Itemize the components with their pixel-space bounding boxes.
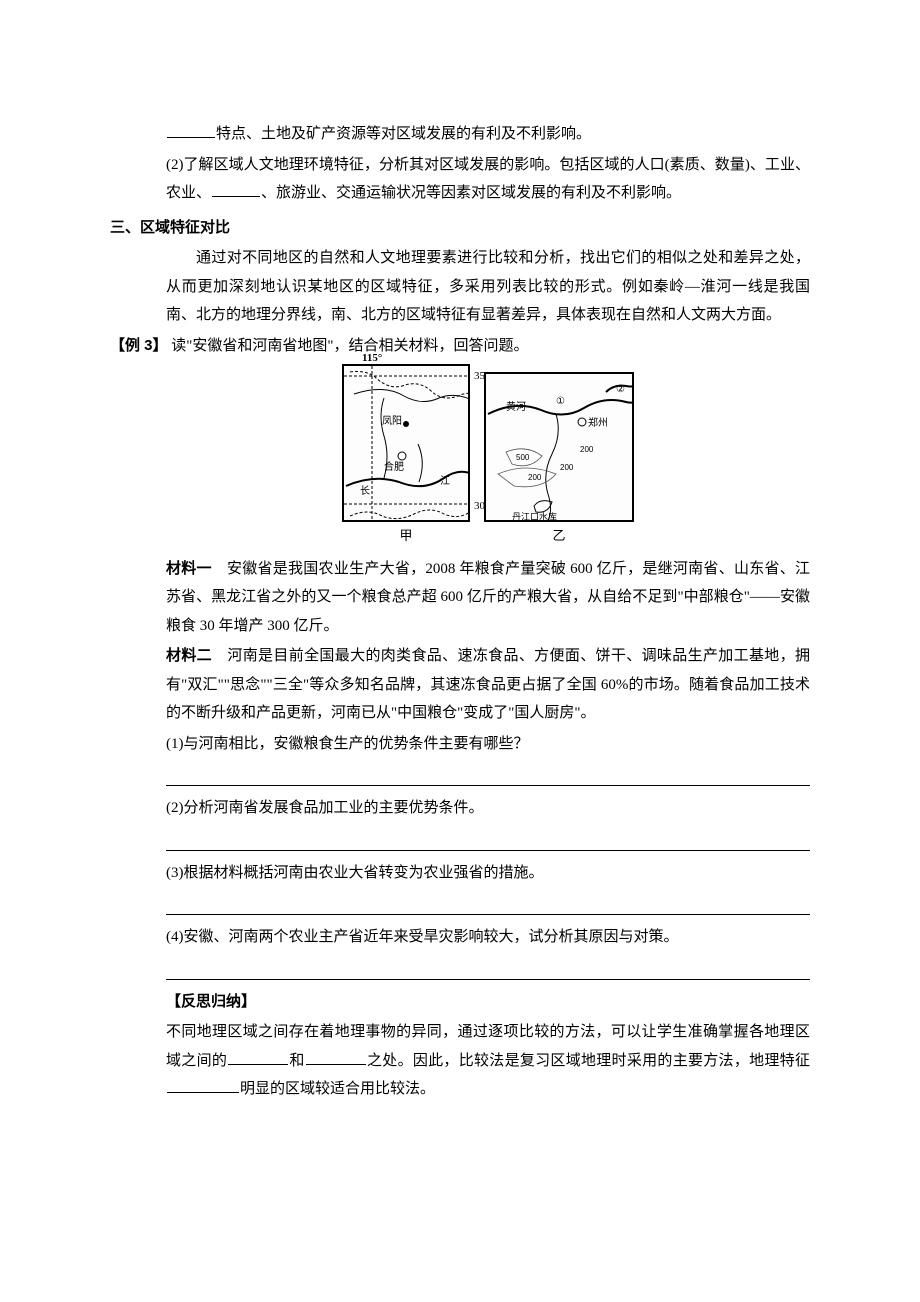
map-right-caption: 乙 [484, 524, 634, 549]
blank-reflect-3[interactable] [167, 1078, 239, 1093]
trib-2 [418, 444, 422, 482]
map-henan: 黄河 郑州 ① ② 500 200 200 200 [484, 372, 634, 522]
map-figure: 115° 35° 30° [166, 364, 810, 549]
question-3: (3)根据材料概括河南由农业大省转变为农业强省的措施。 [166, 859, 810, 888]
reservoir-label: 丹江口水库 [512, 511, 557, 522]
blank-intro-2[interactable] [212, 182, 260, 197]
question-1: (1)与河南相比，安徽粮食生产的优势条件主要有哪些？ [166, 730, 810, 759]
section-3-body: 通过对不同地区的自然和人文地理要素进行比较和分析，找出它们的相似之处和差异之处，… [166, 244, 810, 330]
answer-line-2[interactable] [166, 829, 810, 851]
contour-2 [498, 468, 556, 487]
intro-line-2: (2)了解区域人文地理环境特征，分析其对区域发展的影响。包括区域的人口(素质、数… [166, 151, 810, 208]
reflection-title: 【反思归纳】 [166, 988, 810, 1017]
map-anhui: 凤阳 合肥 长 江 [342, 364, 470, 522]
reflect-c: 之处。因此，比较法是复习区域地理时采用的主要方法，地理特征 [367, 1053, 810, 1069]
material-1-label: 材料一 [166, 560, 212, 577]
reflection-body: 不同地理区域之间存在着地理事物的异同，通过逐项比较的方法，可以让学生准确掌握各地… [166, 1018, 810, 1104]
yangtze-char-1: 长 [360, 485, 370, 497]
blank-reflect-2[interactable] [306, 1050, 366, 1065]
answer-line-1[interactable] [166, 764, 810, 786]
map-anhui-svg: 凤阳 合肥 长 江 [344, 366, 470, 522]
prov-border-n [350, 372, 470, 399]
question-4: (4)安徽、河南两个农业主产省近年来受旱灾影响较大，试分析其原因与对策。 [166, 923, 810, 952]
marker-2: ② [616, 384, 625, 395]
example-3-line: 【例 3】 读"安徽省和河南省地图"，结合相关材料，回答问题。 [110, 332, 810, 361]
yangtze-river [346, 472, 470, 486]
answer-line-4[interactable] [166, 958, 810, 980]
city-fengyang-dot [403, 421, 409, 427]
yellow-river-label: 黄河 [506, 400, 526, 413]
reflect-d: 明显的区域较适合用比较法。 [240, 1081, 435, 1097]
question-2: (2)分析河南省发展食品加工业的主要优势条件。 [166, 794, 810, 823]
marker-1: ① [556, 396, 565, 407]
example-3-label: 【例 3】 [110, 337, 168, 354]
answer-line-3[interactable] [166, 893, 810, 915]
reflect-b: 和 [289, 1053, 305, 1069]
city-fengyang-label: 凤阳 [382, 415, 402, 427]
material-2-label: 材料二 [166, 647, 212, 664]
contour-200c: 200 [580, 445, 594, 454]
section-3-title: 三、区域特征对比 [110, 214, 810, 243]
city-zhengzhou-dot [578, 418, 586, 426]
blank-intro-1[interactable] [167, 123, 215, 138]
intro-line-1: 特点、土地及矿产资源等对区域发展的有利及不利影响。 [166, 120, 810, 149]
reservoir [534, 501, 552, 513]
canal-line [546, 414, 559, 522]
material-2: 材料二 河南是目前全国最大的肉类食品、速冻食品、方便面、饼干、调味品生产加工基地… [166, 642, 810, 728]
city-zhengzhou-label: 郑州 [588, 416, 608, 429]
city-hefei-label: 合肥 [384, 460, 404, 473]
map-henan-svg: 黄河 郑州 ① ② 500 200 200 200 [486, 374, 634, 522]
material-1-body: 安徽省是我国农业生产大省，2008 年粮食产量突破 600 亿斤，是继河南省、山… [166, 561, 810, 634]
material-2-body: 河南是目前全国最大的肉类食品、速冻食品、方便面、饼干、调味品生产加工基地，拥有"… [166, 648, 810, 721]
contour-200a: 200 [528, 473, 542, 482]
example-3-intro: 读"安徽省和河南省地图"，结合相关材料，回答问题。 [171, 338, 528, 354]
blank-reflect-1[interactable] [228, 1050, 288, 1065]
contour-500: 500 [516, 453, 530, 462]
city-hefei-dot [398, 452, 406, 460]
prov-border-s [350, 510, 470, 519]
contour-200b: 200 [560, 463, 574, 472]
intro-text-1: 特点、土地及矿产资源等对区域发展的有利及不利影响。 [216, 126, 591, 142]
material-1: 材料一 安徽省是我国农业生产大省，2008 年粮食产量突破 600 亿斤，是继河… [166, 555, 810, 641]
huai-river [354, 389, 470, 401]
intro-text-2b: 、旅游业、交通运输状况等因素对区域发展的有利及不利影响。 [261, 185, 681, 201]
yangtze-char-2: 江 [440, 475, 450, 487]
map-left-caption: 甲 [342, 524, 470, 549]
